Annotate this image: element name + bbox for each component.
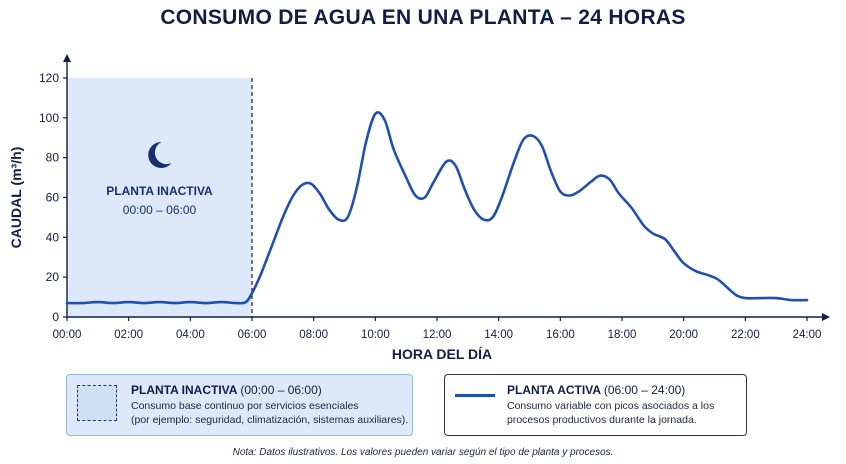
legend-inactive-desc-1: Consumo base continuo por servicios esen… xyxy=(131,400,359,412)
legend-inactive-heading: PLANTA INACTIVA (00:00 – 06:00) xyxy=(131,383,408,397)
x-tick-label: 06:00 xyxy=(238,329,267,341)
y-tick-label: 20 xyxy=(46,270,60,284)
y-tick-label: 40 xyxy=(46,230,60,244)
x-tick-label: 16:00 xyxy=(546,329,575,341)
x-tick-label: 20:00 xyxy=(669,329,698,341)
y-axis-title: CAUDAL (m³/h) xyxy=(8,147,24,249)
x-tick-label: 24:00 xyxy=(793,329,822,341)
y-tick-label: 120 xyxy=(39,71,59,85)
legend-inactive-range: (00:00 – 06:00) xyxy=(240,383,322,397)
x-tick-label: 02:00 xyxy=(114,329,143,341)
legend-inactive-swatch xyxy=(77,385,117,421)
footnote: Nota: Datos ilustrativos. Los valores pu… xyxy=(232,447,614,458)
legend-inactive: PLANTA INACTIVA (00:00 – 06:00) Consumo … xyxy=(66,374,413,436)
x-tick-label: 18:00 xyxy=(608,329,637,341)
x-tick-label: 14:00 xyxy=(484,329,513,341)
inactive-region-range: 00:00 – 06:00 xyxy=(123,203,197,217)
y-tick-label: 100 xyxy=(39,111,59,125)
y-tick-label: 0 xyxy=(52,310,59,324)
inactive-region xyxy=(67,78,252,317)
x-axis-title: HORA DEL DÍA xyxy=(392,346,492,362)
legend-active-text: PLANTA ACTIVA (06:00 – 24:00) Consumo va… xyxy=(507,383,714,427)
chart-plot: PLANTA INACTIVA 00:00 – 06:00 0 20 40 60 80 100… xyxy=(8,54,830,362)
series-line-0 xyxy=(65,111,809,305)
legend-inactive-label: PLANTA INACTIVA xyxy=(131,383,237,397)
y-tick-label: 60 xyxy=(46,191,60,205)
y-axis-arrow xyxy=(63,54,71,62)
legend-inactive-desc-2: (por ejemplo: seguridad, climatización, … xyxy=(131,414,409,426)
x-tick-label: 08:00 xyxy=(299,329,328,341)
chart-title: CONSUMO DE AGUA EN UNA PLANTA – 24 HORAS xyxy=(160,6,686,29)
legend-active-label: PLANTA ACTIVA xyxy=(507,383,601,397)
legend-inactive-text: PLANTA INACTIVA (00:00 – 06:00) Consumo … xyxy=(131,383,408,427)
y-tick-label: 80 xyxy=(46,151,60,165)
legend-active-range: (06:00 – 24:00) xyxy=(603,383,686,397)
x-tick-label: 00:00 xyxy=(53,329,82,341)
x-tick-label: 12:00 xyxy=(423,329,452,341)
x-tick-label: 22:00 xyxy=(731,329,760,341)
x-tick-label: 04:00 xyxy=(176,329,205,341)
x-tick-label: 10:00 xyxy=(361,329,390,341)
legend-active: PLANTA ACTIVA (06:00 – 24:00) Consumo va… xyxy=(444,374,747,436)
legend-active-heading: PLANTA ACTIVA (06:00 – 24:00) xyxy=(507,383,714,397)
inactive-region-label: PLANTA INACTIVA xyxy=(106,184,213,198)
x-axis-arrow xyxy=(822,313,830,321)
legend-active-desc-2: procesos productivos durante la jornada. xyxy=(507,414,697,426)
moon-icon xyxy=(148,141,172,168)
legend-active-desc-1: Consumo variable con picos asociados a l… xyxy=(507,400,715,412)
legend-active-swatch xyxy=(455,394,495,397)
